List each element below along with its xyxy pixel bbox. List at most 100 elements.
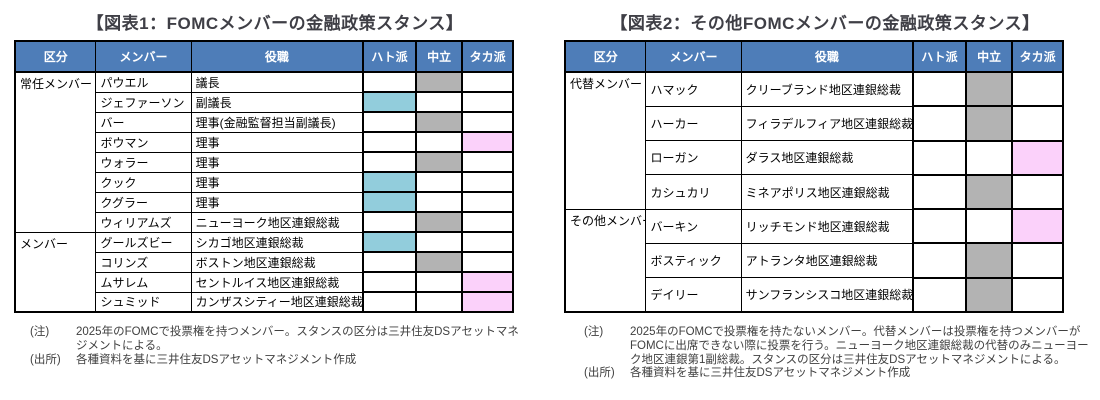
member-name-cell: ローガン — [645, 140, 742, 176]
group-cell: 常任メンバー — [14, 71, 97, 233]
stance-cell-1-filled — [964, 105, 1014, 142]
header-row: 区分 メンバー 役職 ハト派 中立 タカ派 — [14, 40, 514, 73]
table-row: ジェファーソン 副議長 — [15, 91, 514, 113]
member-name-cell: ボスティック — [645, 242, 742, 279]
member-name-cell: ハマック — [645, 71, 742, 107]
role-cell: ダラス地区連銀総裁 — [740, 140, 914, 176]
stance-cell-2-filled — [461, 291, 514, 313]
source-row: (出所) 各種資料を基に三井住友DSアセットマネジメント作成 — [30, 354, 550, 368]
member-name-cell: ボウマン — [95, 131, 192, 153]
member-name-cell: デイリー — [645, 277, 742, 313]
table-row: デイリー サンフランシスコ地区連銀総裁 — [565, 276, 1064, 314]
stance-cell-0 — [912, 276, 967, 314]
table-row: カシュカリ ミネアポリス地区連銀総裁 — [565, 173, 1064, 211]
stance-cell-0 — [362, 131, 417, 153]
column-header-1: メンバー — [645, 40, 742, 73]
stance-cell-1-filled — [414, 251, 464, 273]
stance-cell-1-filled — [414, 211, 464, 233]
stance-cell-1-filled — [414, 111, 464, 133]
member-name-cell: カシュカリ — [645, 174, 742, 210]
role-cell: ニューヨーク地区連銀総裁 — [190, 211, 364, 233]
member-name-cell: パウエル — [95, 71, 192, 93]
note-row: (注) 2025年のFOMCで投票権を持たないメンバー。代替メンバーは投票権を持… — [584, 326, 1100, 367]
role-cell: リッチモンド地区連銀総裁 — [740, 208, 914, 244]
table-row: ローガン ダラス地区連銀総裁 — [565, 139, 1064, 176]
stance-cell-0 — [362, 211, 417, 233]
stance-cell-2 — [461, 251, 514, 273]
stance-cell-2 — [1011, 242, 1064, 279]
stance-cell-0 — [362, 151, 417, 173]
table-row: ボスティック アトランタ地区連銀総裁 — [565, 242, 1064, 279]
note-text: 2025年のFOMCで投票権を持たないメンバー。代替メンバーは投票権を持つメンバ… — [630, 326, 1089, 366]
stance-cell-0 — [362, 271, 417, 293]
stance-cell-0-filled — [362, 191, 417, 213]
role-cell: 理事(金融監督担当副議長) — [190, 111, 364, 133]
stance-cell-1 — [414, 231, 464, 253]
stance-cell-0 — [362, 71, 417, 93]
stance-cell-2-filled — [1011, 139, 1064, 176]
figure2-panel: 【図表2：その他FOMCメンバーの金融政策スタンス】 区分 メンバー 役職 ハト派 中立… — [550, 0, 1100, 400]
source-text: 各種資料を基に三井住友DSアセットマネジメント作成 — [630, 367, 911, 380]
stance-cell-2-filled — [1011, 208, 1064, 245]
stance-cell-0 — [362, 111, 417, 133]
stance-cell-1-filled — [414, 151, 464, 173]
role-cell: 理事 — [190, 131, 364, 153]
stance-cell-0 — [912, 208, 967, 245]
figure1-title: 【図表1：FOMCメンバーの金融政策スタンス】 — [86, 14, 464, 33]
member-name-cell: ムサレム — [95, 271, 192, 293]
stance-cell-0 — [912, 105, 967, 142]
stance-cell-1 — [964, 139, 1014, 176]
role-cell: 理事 — [190, 171, 364, 193]
role-cell: アトランタ地区連銀総裁 — [740, 242, 914, 279]
role-cell: シカゴ地区連銀総裁 — [190, 231, 364, 253]
stance-cell-0 — [912, 139, 967, 176]
source-row: (出所) 各種資料を基に三井住友DSアセットマネジメント作成 — [584, 367, 1100, 381]
stance-cell-2 — [461, 91, 514, 113]
table-row: ムサレム セントルイス地区連銀総裁 — [15, 271, 514, 293]
member-name-cell: ジェファーソン — [95, 91, 192, 113]
column-header-3: ハト派 — [362, 40, 417, 73]
stance-cell-1-filled — [964, 70, 1014, 108]
column-header-2: 役職 — [740, 40, 914, 73]
stance-cell-0-filled — [362, 231, 417, 253]
stance-cell-2 — [461, 231, 514, 253]
role-cell: 理事 — [190, 151, 364, 173]
stance-cell-1 — [414, 91, 464, 113]
note-text: 2025年のFOMCで投票権を持つメンバー。スタンスの区分は三井住友DSアセット… — [76, 326, 519, 352]
stance-cell-1-filled — [414, 71, 464, 93]
column-header-1: メンバー — [95, 40, 192, 73]
table-row: 代替メンバー ハマック クリーブランド地区連銀総裁 — [564, 70, 1064, 210]
member-name-cell: バーキン — [645, 208, 742, 244]
stance-cell-0 — [912, 173, 967, 211]
column-header-5: タカ派 — [461, 40, 514, 73]
table-row: ウィリアムズ ニューヨーク地区連銀総裁 — [15, 211, 514, 233]
stance-cell-2 — [1011, 173, 1064, 211]
table-row: 常任メンバー パウエル 議長 — [14, 71, 514, 233]
role-cell: ミネアポリス地区連銀総裁 — [740, 174, 914, 210]
role-cell: 議長 — [190, 71, 364, 93]
role-cell: フィラデルフィア地区連銀総裁 — [740, 105, 914, 142]
note-label: (注) — [30, 326, 50, 338]
table-row: バー 理事(金融監督担当副議長) — [15, 111, 514, 133]
member-name-cell: ウィリアムズ — [95, 211, 192, 233]
table-row: その他メンバー バーキン リッチモンド地区連銀総裁 — [564, 208, 1064, 313]
role-cell: クリーブランド地区連銀総裁 — [740, 71, 914, 107]
stance-cell-2-filled — [461, 131, 514, 153]
member-name-cell: ハーカー — [645, 105, 742, 142]
figure2-notes: (注) 2025年のFOMCで投票権を持たないメンバー。代替メンバーは投票権を持… — [584, 326, 1100, 381]
role-cell: カンザスシティー地区連銀総裁 — [190, 291, 364, 313]
stance-cell-2 — [1011, 70, 1064, 108]
figure2-title: 【図表2：その他FOMCメンバーの金融政策スタンス】 — [610, 14, 1040, 33]
column-header-4: 中立 — [414, 40, 464, 73]
role-cell: ボストン地区連銀総裁 — [190, 251, 364, 273]
note-row: (注) 2025年のFOMCで投票権を持つメンバー。スタンスの区分は三井住友DS… — [30, 326, 550, 354]
member-name-cell: バー — [95, 111, 192, 133]
member-name-cell: グールズビー — [95, 231, 192, 253]
table-row: シュミッド カンザスシティー地区連銀総裁 — [15, 291, 514, 313]
stance-cell-1 — [964, 208, 1014, 245]
note-label: (注) — [584, 326, 604, 339]
column-header-5: タカ派 — [1011, 40, 1064, 73]
stance-cell-1-filled — [964, 173, 1014, 211]
group-cell: 代替メンバー — [564, 71, 647, 210]
table-row: ウォラー 理事 — [15, 151, 514, 173]
